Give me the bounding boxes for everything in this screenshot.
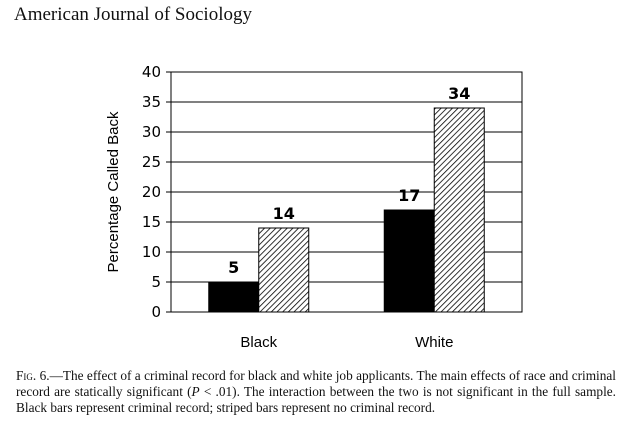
caption-text-a: —The effect of a criminal record for bla… [16, 368, 616, 399]
caption-text-b: < .01). The interaction between the two … [16, 384, 616, 415]
y-tick-label: 30 [142, 123, 161, 141]
data-label: 5 [228, 258, 239, 277]
y-tick-label: 20 [142, 183, 161, 201]
y-axis-label: Percentage Called Back [105, 111, 122, 272]
y-tick-label: 35 [142, 93, 161, 111]
y-tick-label: 5 [151, 273, 161, 291]
bar-white-series-1 [383, 209, 435, 313]
bar-chart: 0 5 10 15 20 25 30 35 40 5 14 Black 17 34 White Percen… [105, 63, 523, 351]
data-label: 34 [448, 84, 470, 103]
x-tick-label-white: White [415, 334, 453, 351]
data-label: 14 [273, 204, 295, 223]
y-tick-label: 0 [151, 303, 161, 321]
data-label: 17 [398, 186, 420, 205]
figure-caption: Fig. 6.—The effect of a criminal record … [16, 368, 616, 416]
plot-frame [170, 71, 523, 313]
y-tick-label: 25 [142, 153, 161, 171]
bar-white-series-2 [433, 107, 485, 313]
y-tick-label: 40 [142, 63, 161, 81]
bar-black-series-2 [258, 227, 310, 313]
y-tick-label: 10 [142, 243, 161, 261]
bar-black-series-1 [208, 281, 260, 313]
caption-p-symbol: P [191, 384, 200, 399]
figure-number: Fig. 6. [16, 368, 50, 383]
bars [208, 107, 485, 313]
axes [166, 71, 523, 313]
labels: 0 5 10 15 20 25 30 35 40 5 14 Black 17 34 White [142, 63, 470, 351]
journal-header: American Journal of Sociology [14, 4, 252, 25]
x-tick-label-black: Black [240, 334, 277, 351]
y-tick-label: 15 [142, 213, 161, 231]
